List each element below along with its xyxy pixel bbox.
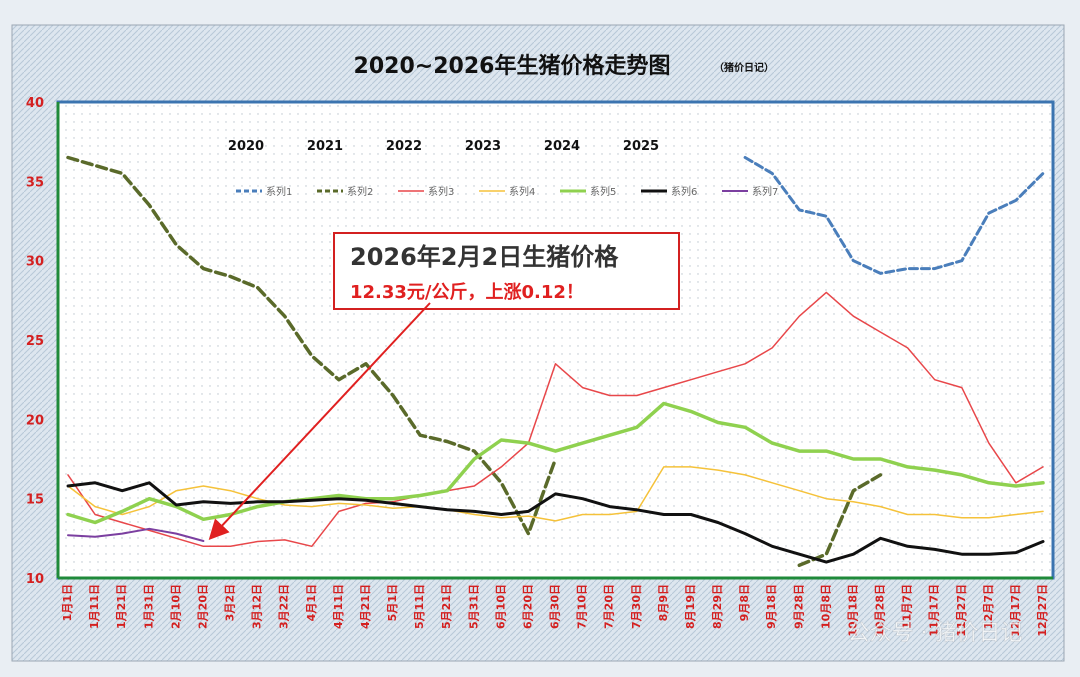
year-label: 2022 <box>386 139 422 154</box>
series-line-系列2 <box>66 155 883 568</box>
x-tick-label: 5月1日 <box>386 584 399 621</box>
x-tick-label: 2月20日 <box>196 584 209 629</box>
x-tick-label: 2月10日 <box>169 584 182 629</box>
x-tick-label: 6月10日 <box>494 584 507 629</box>
x-tick-label: 6月30日 <box>549 584 562 629</box>
legend-label: 系列7 <box>752 185 778 198</box>
y-tick-label: 30 <box>26 255 44 270</box>
x-tick-label: 7月30日 <box>630 584 643 629</box>
series-line-系列6 <box>66 481 1045 564</box>
year-labels: 2020 2021 2022 2023 2024 2025 <box>228 139 659 154</box>
x-tick-label: 10月28日 <box>874 584 887 637</box>
x-tick-label: 3月12日 <box>251 584 264 629</box>
x-tick-label: 11月17日 <box>928 584 941 637</box>
year-label: 2021 <box>307 139 343 154</box>
x-tick-label: 10月8日 <box>819 584 832 629</box>
year-label: 2023 <box>465 139 501 154</box>
x-tick-label: 4月1日 <box>305 584 318 621</box>
x-tick-label: 7月10日 <box>576 584 589 629</box>
year-label: 2020 <box>228 139 264 154</box>
x-tick-label: 11月7日 <box>901 584 914 629</box>
plot-area-dots <box>58 102 1053 578</box>
x-tick-label: 7月20日 <box>603 584 616 629</box>
chart-title-note: （猪价日记） <box>714 61 774 74</box>
annotation-headline: 2026年2月2日生猪价格 <box>350 243 619 271</box>
year-label: 2024 <box>544 139 580 154</box>
annotation-arrow <box>208 302 431 540</box>
legend-label: 系列4 <box>509 185 535 198</box>
y-tick-label: 35 <box>26 175 44 190</box>
x-tick-label: 5月31日 <box>467 584 480 629</box>
annotation-box <box>333 232 680 310</box>
x-tick-label: 3月22日 <box>278 584 291 629</box>
chart-title: 2020~2026年生猪价格走势图 <box>354 53 671 79</box>
legend-label: 系列3 <box>428 185 454 198</box>
legend-label: 系列1 <box>266 185 292 198</box>
x-tick-label: 1月31日 <box>142 584 155 629</box>
x-tick-label: 9月18日 <box>765 584 778 629</box>
legend-label: 系列2 <box>347 185 373 198</box>
legend-label: 系列6 <box>671 185 697 198</box>
x-tick-label: 12月7日 <box>982 584 995 629</box>
watermark: 公众号 · 猪价日记 <box>848 621 1023 646</box>
x-tick-label: 8月29日 <box>711 584 724 629</box>
x-tick-label: 8月9日 <box>657 584 670 621</box>
series-line-系列4 <box>67 466 1044 522</box>
x-tick-label: 1月21日 <box>115 584 128 629</box>
x-tick-label: 9月28日 <box>792 584 805 629</box>
legend: 系列1 系列2 系列3 系列4 系列5 系列6 系列7 <box>236 185 778 198</box>
y-tick-label: 10 <box>26 572 44 587</box>
x-tick-label: 1月1日 <box>61 584 74 621</box>
series-layer <box>66 155 1045 568</box>
series-line-系列3 <box>67 291 1044 548</box>
series-line-系列1 <box>743 156 1045 275</box>
x-tick-label: 3月2日 <box>224 584 237 621</box>
x-tick-label: 6月20日 <box>521 584 534 629</box>
x-tick-label: 12月17日 <box>1009 584 1022 637</box>
x-tick-label: 1月11日 <box>88 584 101 629</box>
x-tick-label: 11月27日 <box>955 584 968 637</box>
y-tick-label: 20 <box>26 413 44 428</box>
x-tick-label: 9月8日 <box>738 584 751 621</box>
year-label: 2025 <box>623 139 659 154</box>
x-tick-label: 8月19日 <box>684 584 697 629</box>
x-tick-label: 5月21日 <box>440 584 453 629</box>
y-tick-label: 25 <box>26 334 44 349</box>
x-tick-label: 4月11日 <box>332 584 345 629</box>
x-tick-label: 4月21日 <box>359 584 372 629</box>
series-line-系列7 <box>67 527 205 542</box>
y-tick-label: 15 <box>26 493 44 508</box>
y-axis: 10 15 20 25 30 35 40 <box>26 96 44 587</box>
series-line-系列5 <box>66 401 1045 525</box>
x-tick-label: 10月18日 <box>846 584 859 637</box>
x-tick-label: 12月27日 <box>1036 584 1049 637</box>
x-axis: 1月1日 1月11日 1月21日 1月31日 2月10日 2月20日 3月2日 3月12日 3月… <box>61 584 1049 637</box>
legend-label: 系列5 <box>590 185 616 198</box>
annotation-callout: 2026年2月2日生猪价格 12.33元/公斤，上涨0.12！ <box>333 232 680 310</box>
annotation-detail: 12.33元/公斤，上涨0.12！ <box>350 282 584 303</box>
y-tick-label: 40 <box>26 96 44 111</box>
x-tick-label: 5月11日 <box>413 584 426 629</box>
